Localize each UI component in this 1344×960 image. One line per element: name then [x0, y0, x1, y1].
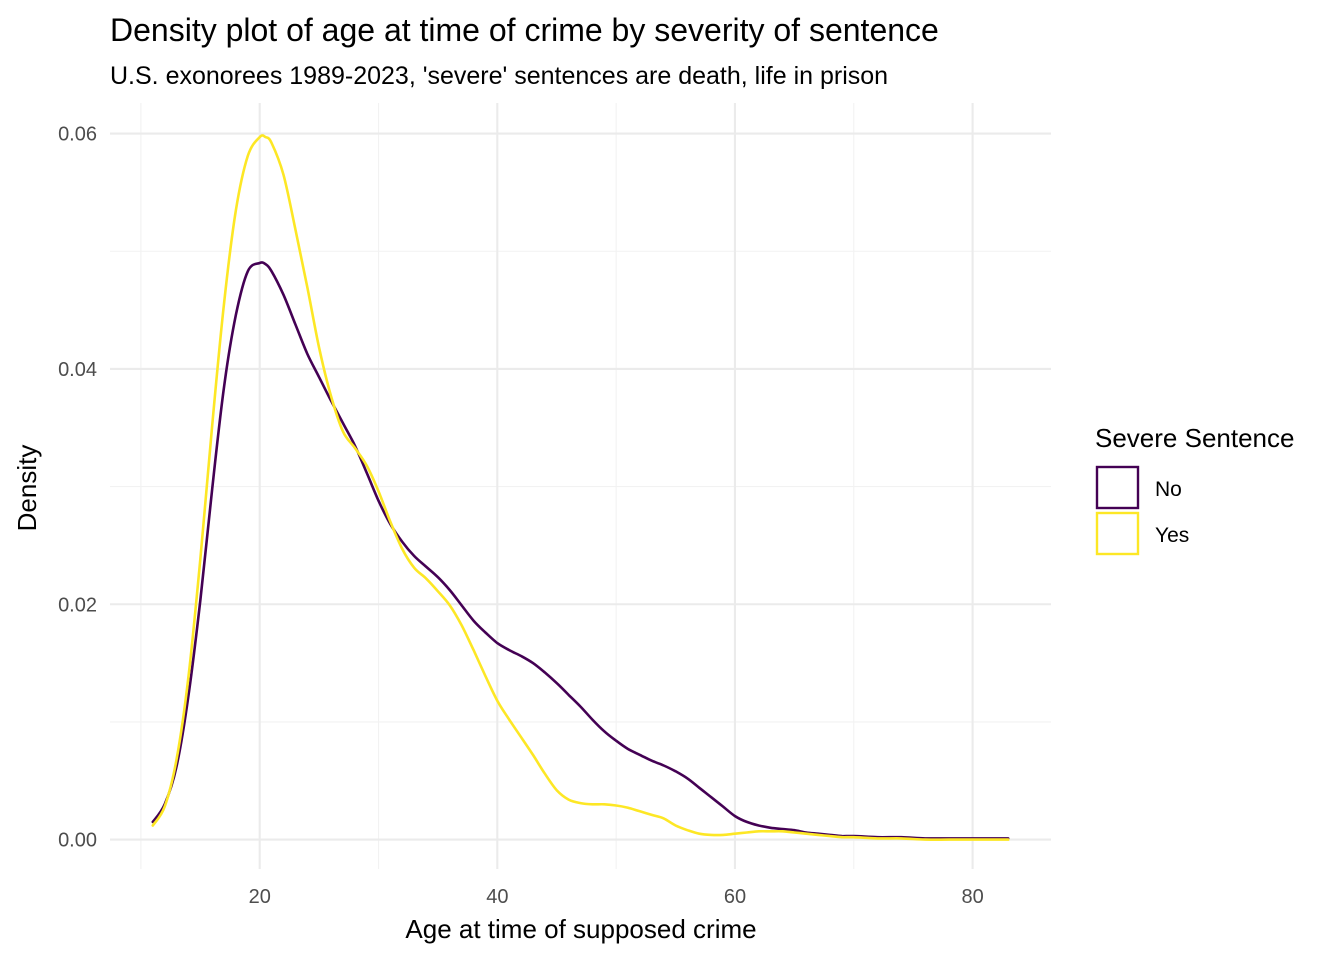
y-axis-ticks: 0.00 0.02 0.04 0.06	[58, 124, 97, 852]
y-tick-label: 0.00	[58, 830, 97, 852]
x-axis-title: Age at time of supposed crime	[405, 914, 756, 944]
legend: Severe Sentence No Yes	[1095, 423, 1294, 556]
chart-title: Density plot of age at time of crime by …	[110, 12, 939, 48]
y-tick-label: 0.04	[58, 359, 97, 381]
density-curve-yes	[151, 134, 1010, 841]
y-tick-label: 0.02	[58, 594, 97, 616]
density-curves	[151, 134, 1010, 841]
y-tick-label: 0.06	[58, 124, 97, 146]
y-axis-title: Density	[12, 445, 42, 532]
x-tick-label: 60	[724, 886, 746, 908]
legend-key-yes	[1095, 511, 1140, 556]
legend-label-no: No	[1155, 478, 1182, 501]
x-axis-ticks: 20 40 60 80	[249, 886, 984, 908]
major-gridlines	[110, 103, 1051, 869]
legend-label-yes: Yes	[1155, 524, 1189, 547]
legend-title: Severe Sentence	[1095, 423, 1294, 453]
legend-key-no	[1095, 465, 1140, 510]
chart-subtitle: U.S. exonorees 1989-2023, 'severe' sente…	[110, 62, 888, 90]
x-tick-label: 80	[961, 886, 983, 908]
density-curve-no	[151, 261, 1010, 840]
x-tick-label: 40	[486, 886, 508, 908]
legend-items: No Yes	[1095, 465, 1189, 556]
x-tick-label: 20	[249, 886, 271, 908]
minor-gridlines	[110, 103, 1051, 869]
